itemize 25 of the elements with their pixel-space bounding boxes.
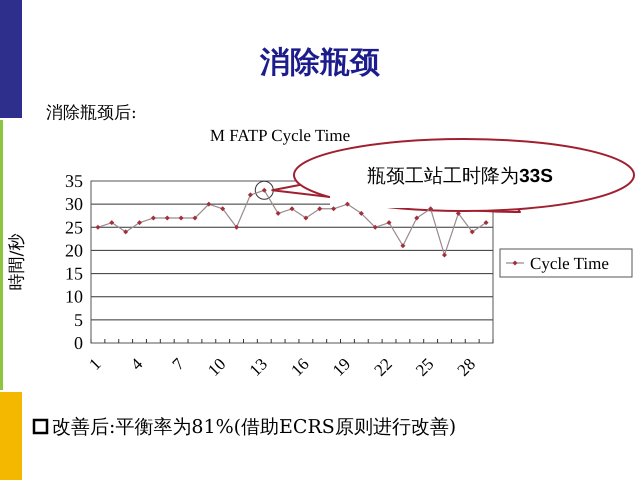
x-tick-label: 16 (287, 354, 313, 380)
x-tick-label: 22 (370, 354, 396, 380)
y-tick-label: 10 (65, 286, 83, 307)
y-axis-title: 時間/秒 (7, 234, 27, 290)
x-tick-label: 7 (168, 354, 188, 374)
y-tick-label: 25 (65, 217, 83, 238)
x-tick-label: 1 (85, 354, 105, 374)
text: M FATP Cycle Time (210, 126, 350, 145)
y-tick-label: 5 (74, 310, 83, 330)
y-tick-label: 0 (74, 333, 83, 353)
annotation: 瓶颈工站工时降为33S (367, 165, 553, 187)
legend-label: Cycle Time (530, 254, 609, 273)
x-tick-label: 28 (454, 354, 480, 380)
x-tick-label: 4 (126, 354, 147, 374)
y-tick-label: 20 (65, 240, 83, 260)
x-tick-label: 13 (246, 354, 272, 380)
chart-subtitle: 消除瓶颈后: (46, 103, 137, 123)
x-tick-label: 10 (204, 354, 230, 380)
x-tick-label: 25 (412, 354, 438, 380)
x-tick-label: 19 (328, 354, 354, 380)
chart-title: 消除瓶颈 (259, 45, 380, 80)
text: 改善后:平衡率为81%(借助ECRS原则进行改善) (52, 416, 456, 438)
y-tick-label: 30 (65, 194, 83, 214)
y-tick-label: 15 (65, 264, 83, 284)
y-tick-label: 35 (65, 171, 83, 191)
